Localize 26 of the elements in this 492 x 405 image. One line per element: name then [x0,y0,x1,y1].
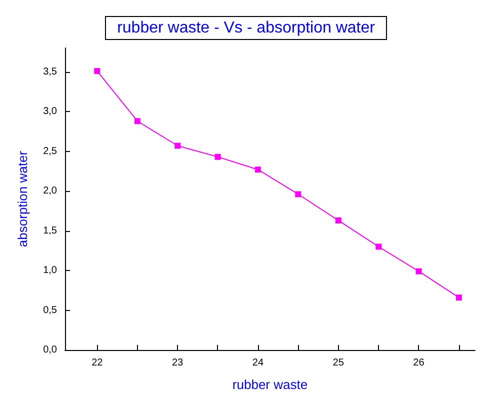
x-tick-label: 24 [252,358,264,368]
x-tick-label: 23 [172,358,184,368]
y-tick-label: 3,0 [43,106,58,118]
point [416,268,422,274]
x-tick-label: 25 [332,358,344,368]
point [214,154,221,160]
point [94,68,100,74]
point [174,142,181,149]
x-tick-label: 22 [92,358,104,368]
x-tick-label: 26 [413,358,425,368]
y-tick-label: 0,5 [43,304,58,316]
x-axis-title: rubber waste [232,377,308,392]
point [134,118,140,124]
point [335,217,342,224]
y-axis-title: absorption water [15,150,30,248]
y-tick-label: 2,0 [43,186,58,197]
chart-title: rubber waste - Vs - absorption water [117,20,376,36]
point [456,294,462,301]
point [295,191,302,198]
y-tick-label: 1,0 [43,265,58,276]
y-tick-label: 1,5 [43,225,58,236]
point [376,244,382,250]
y-tick-label: 3,5 [43,66,58,78]
y-tick-label: 2,5 [43,146,58,157]
point [254,166,261,173]
y-tick-label: 0,0 [43,344,58,356]
